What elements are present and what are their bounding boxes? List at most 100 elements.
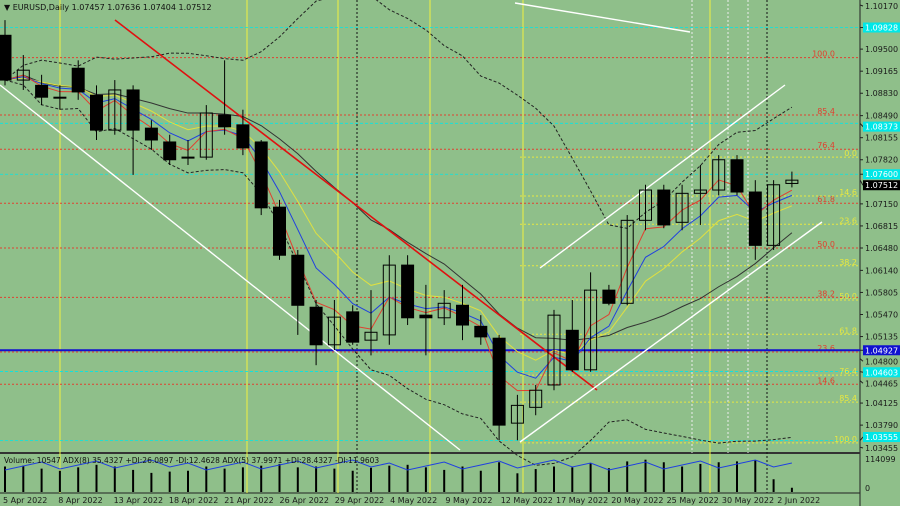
candle-bullish bbox=[108, 89, 122, 131]
candle-bullish bbox=[181, 156, 195, 159]
candle-bearish bbox=[236, 124, 250, 149]
price-tick bbox=[859, 358, 864, 362]
candle-bearish bbox=[218, 114, 232, 128]
price-tick-label: 1.08490 bbox=[865, 112, 898, 121]
fib-red-label: 23.6 bbox=[817, 344, 835, 353]
channel-line-white bbox=[0, 84, 461, 451]
candle-bullish bbox=[712, 159, 726, 191]
fib-yellow-label: 61.8 bbox=[839, 326, 857, 335]
volume-axis-label: 0 bbox=[865, 484, 870, 493]
date-tick-label: 8 Apr 2022 bbox=[58, 496, 102, 505]
candle-bearish bbox=[309, 306, 323, 346]
candle-bullish bbox=[620, 219, 634, 304]
fib-red-label: 14.6 bbox=[817, 376, 835, 385]
price-tick-label: 1.04465 bbox=[865, 379, 898, 388]
price-tick-label: 1.03455 bbox=[865, 444, 898, 453]
fib-yellow-label: 14.6 bbox=[839, 188, 857, 197]
price-tag bbox=[863, 121, 900, 132]
candle-bullish bbox=[53, 96, 67, 99]
price-tick-label: 1.07150 bbox=[865, 200, 898, 209]
price-tag-label: 1.09828 bbox=[865, 24, 898, 33]
candle-bearish bbox=[657, 189, 671, 226]
collapse-arrow-icon[interactable]: ▼ bbox=[4, 3, 11, 12]
fib-yellow-label: 85.4 bbox=[839, 394, 857, 403]
price-tag-label: 1.03555 bbox=[865, 433, 898, 442]
ma-yellow bbox=[4, 77, 793, 361]
adx-line bbox=[4, 459, 793, 471]
candle-bearish bbox=[730, 159, 744, 193]
candle-bullish bbox=[199, 112, 213, 158]
price-tag bbox=[863, 169, 900, 180]
price-tick bbox=[859, 4, 864, 7]
candle-bullish bbox=[675, 192, 689, 223]
date-tick-label: 17 May 2022 bbox=[556, 496, 608, 505]
volume-indicator-header: Volume: 10547 ADX(8) 35.4327 +DI:26.0897… bbox=[4, 456, 380, 465]
price-tick bbox=[859, 380, 864, 384]
price-tick-label: 1.06140 bbox=[865, 266, 898, 275]
candle-bullish bbox=[16, 69, 30, 81]
candle-bullish bbox=[382, 264, 396, 336]
price-tag-label: 1.07512 bbox=[865, 181, 898, 190]
fib-yellow-label: 38.2 bbox=[839, 258, 857, 267]
date-tick-label: 26 Apr 2022 bbox=[280, 496, 329, 505]
date-tick-label: 5 Apr 2022 bbox=[3, 496, 47, 505]
ma-blue bbox=[4, 76, 793, 379]
candle-bearish bbox=[474, 325, 488, 338]
fib-red-label: 100.0 bbox=[812, 50, 835, 59]
fib-red-label: 61.8 bbox=[817, 195, 835, 204]
candle-bearish bbox=[35, 84, 49, 98]
price-tick-label: 1.10170 bbox=[865, 2, 898, 11]
candle-bullish bbox=[547, 314, 561, 386]
price-tick-label: 1.08830 bbox=[865, 89, 898, 98]
date-tick-label: 2 Jun 2022 bbox=[777, 496, 820, 505]
candle-bearish bbox=[346, 311, 360, 343]
channel-line-white bbox=[539, 84, 786, 269]
candle-bullish bbox=[584, 289, 598, 371]
price-tag-tick bbox=[859, 179, 864, 186]
candle-bullish bbox=[510, 404, 524, 424]
candle-bearish bbox=[748, 191, 762, 246]
date-tick-label: 20 May 2022 bbox=[611, 496, 663, 505]
price-tag-tick bbox=[859, 122, 864, 127]
candle-bearish bbox=[291, 254, 305, 306]
price-tag bbox=[863, 22, 900, 33]
price-tick-label: 1.05470 bbox=[865, 310, 898, 319]
candle-bearish bbox=[126, 89, 140, 131]
candle-bullish bbox=[529, 389, 543, 408]
channel-line-white bbox=[514, 2, 691, 33]
price-tag bbox=[863, 367, 900, 378]
price-tick-label: 1.06815 bbox=[865, 222, 898, 231]
price-tag-label: 1.07600 bbox=[865, 170, 898, 179]
candle-bullish bbox=[693, 189, 707, 194]
bollinger-lower bbox=[4, 79, 792, 466]
price-tag-tick bbox=[859, 436, 864, 441]
fib-red-label: 85.4 bbox=[817, 107, 835, 116]
trend-line-red bbox=[114, 19, 598, 391]
price-tag-label: 1.04603 bbox=[865, 368, 898, 377]
date-tick-label: 13 Apr 2022 bbox=[114, 496, 163, 505]
fib-red-label: 38.2 bbox=[817, 289, 835, 298]
candle-bearish bbox=[144, 127, 158, 141]
candle-bearish bbox=[419, 314, 433, 319]
price-tick-label: 1.09500 bbox=[865, 45, 898, 54]
price-tag bbox=[863, 432, 900, 442]
price-tick-label: 1.05805 bbox=[865, 288, 898, 297]
price-tick-label: 1.07820 bbox=[865, 156, 898, 165]
price-tick bbox=[859, 446, 864, 449]
fib-yellow-label: 23.6 bbox=[839, 216, 857, 225]
candle-bearish bbox=[492, 337, 506, 426]
candle-bearish bbox=[456, 304, 469, 326]
price-tick-label: 1.05135 bbox=[865, 333, 898, 342]
fib-yellow-label: 76.4 bbox=[839, 367, 857, 376]
candle-bullish bbox=[327, 316, 341, 346]
price-tick-label: 1.04125 bbox=[865, 399, 898, 408]
volume-axis-label: 114099 bbox=[865, 455, 896, 464]
price-tick-label: 1.06480 bbox=[865, 244, 898, 253]
ma-red bbox=[4, 74, 793, 392]
price-tick-label: 1.09165 bbox=[865, 67, 898, 76]
price-tag-label: 1.04927 bbox=[865, 346, 898, 355]
candle-bullish bbox=[364, 331, 378, 341]
price-tick-label: 1.04800 bbox=[865, 357, 898, 366]
